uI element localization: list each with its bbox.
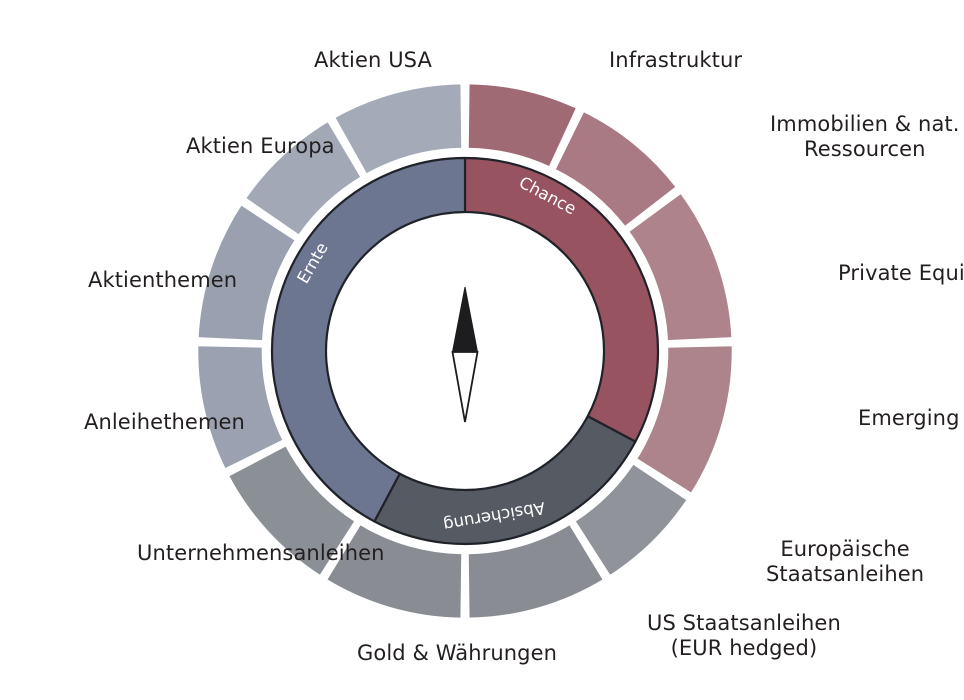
- outer-ring-segment[interactable]: [243, 119, 364, 238]
- outer-ring-segment[interactable]: [466, 81, 579, 169]
- outer-label-private-equity[interactable]: Private Equity: [838, 261, 964, 285]
- outer-ring-segment[interactable]: [195, 202, 298, 343]
- outer-ring-segment[interactable]: [626, 191, 735, 343]
- outer-ring-segment[interactable]: [552, 109, 679, 229]
- outer-label-aktienthemen[interactable]: Aktienthemen: [88, 268, 238, 292]
- inner-ring-segment[interactable]: [270, 156, 467, 523]
- inner-ring-segment[interactable]: [463, 156, 660, 443]
- needle-south: [451, 351, 479, 423]
- outer-ring-segment[interactable]: [195, 343, 286, 472]
- outer-label-anleihethemen[interactable]: Anleihethemen: [84, 410, 245, 434]
- outer-label-immobilien-ressourcen[interactable]: Immobilien & nat. Ressourcen: [770, 112, 960, 161]
- outer-ring-segment[interactable]: [572, 461, 690, 578]
- outer-label-europaeische-staats[interactable]: Europäische Staatsanleihen: [766, 537, 925, 586]
- outer-ring: [195, 81, 735, 621]
- outer-label-emerging-markets[interactable]: Emerging Markets: [858, 406, 960, 430]
- outer-ring-segment[interactable]: [324, 522, 464, 621]
- outer-ring-segment[interactable]: [466, 522, 606, 621]
- inner-ring: [270, 156, 660, 546]
- needle-north: [451, 286, 479, 353]
- outer-ring-segment[interactable]: [332, 81, 464, 177]
- outer-label-infrastruktur[interactable]: Infrastruktur: [609, 48, 743, 72]
- outer-ring-segment[interactable]: [226, 443, 358, 578]
- outer-label-us-staatsanleihen[interactable]: US Staatsanleihen (EUR hedged): [647, 611, 841, 660]
- outer-label-unternehmensanleihen[interactable]: Unternehmensanleihen: [137, 541, 385, 565]
- outer-label-aktien-europa[interactable]: Aktien Europa: [186, 134, 335, 158]
- compass-needle: [451, 286, 479, 423]
- outer-label-aktien-usa[interactable]: Aktien USA: [314, 48, 432, 72]
- outer-label-gold-waehrungen[interactable]: Gold & Währungen: [357, 641, 558, 665]
- outer-ring-segment[interactable]: [634, 343, 735, 496]
